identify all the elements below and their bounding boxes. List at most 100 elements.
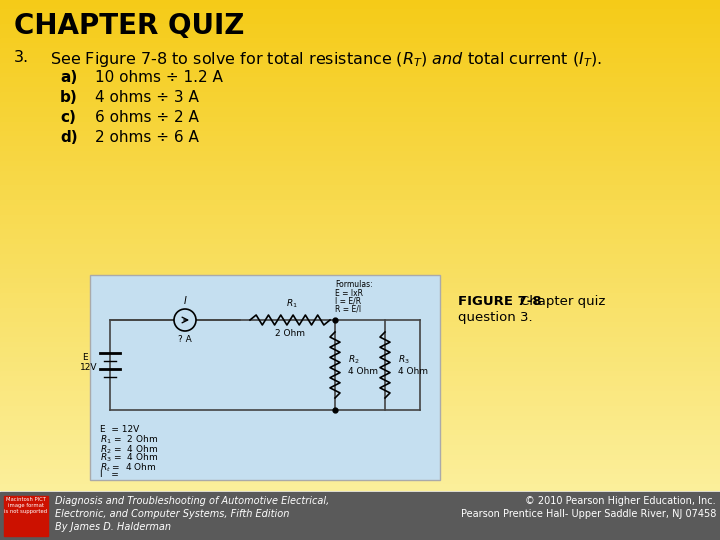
Bar [0, 445, 720, 451]
Bar [0, 102, 720, 108]
Bar [4, 496, 48, 536]
Bar [0, 43, 720, 49]
Bar [0, 156, 720, 161]
Bar [0, 9, 720, 15]
Bar [0, 249, 720, 255]
Text: ? A: ? A [178, 335, 192, 344]
Text: 2 ohms ÷ 6 A: 2 ohms ÷ 6 A [95, 130, 199, 145]
Bar [0, 239, 720, 245]
Bar [0, 308, 720, 314]
Bar [0, 288, 720, 294]
Text: 4 Ohm: 4 Ohm [398, 368, 428, 376]
Bar [0, 136, 720, 142]
Bar [0, 112, 720, 118]
Bar [0, 126, 720, 132]
Bar [0, 322, 720, 328]
Text: 4 Ohm: 4 Ohm [348, 368, 378, 376]
Bar [0, 38, 720, 44]
Bar [0, 421, 720, 426]
Text: FIGURE 7-8: FIGURE 7-8 [458, 295, 541, 308]
Text: $R_3$: $R_3$ [398, 354, 410, 366]
Bar [0, 406, 720, 411]
Text: I   =: I = [100, 470, 119, 479]
Bar [0, 268, 720, 274]
Bar [0, 327, 720, 333]
Bar [0, 283, 720, 289]
Bar [0, 166, 720, 172]
Bar [0, 68, 720, 73]
Bar [0, 391, 720, 397]
Bar [0, 460, 720, 465]
Text: c): c) [60, 110, 76, 125]
Bar [0, 176, 720, 181]
Text: 12V: 12V [80, 363, 97, 373]
Bar [0, 234, 720, 240]
Bar [0, 205, 720, 211]
Text: © 2010 Pearson Higher Education, Inc.
Pearson Prentice Hall- Upper Saddle River,: © 2010 Pearson Higher Education, Inc. Pe… [461, 496, 716, 519]
Bar [0, 342, 720, 348]
Bar [0, 332, 720, 338]
Text: $R_t$ =  4 Ohm: $R_t$ = 4 Ohm [100, 461, 156, 474]
Bar [0, 195, 720, 201]
Text: $R_1$: $R_1$ [286, 298, 298, 310]
Text: See Figure 7-8 to solve for total resistance ($R_T$) $\it{and}$ total current ($: See Figure 7-8 to solve for total resist… [50, 50, 602, 69]
Bar [0, 200, 720, 206]
Text: 10 ohms ÷ 1.2 A: 10 ohms ÷ 1.2 A [95, 70, 223, 85]
Bar [0, 210, 720, 215]
Text: Chapter quiz: Chapter quiz [520, 295, 606, 308]
Bar [0, 151, 720, 157]
Bar [0, 161, 720, 167]
Bar [0, 415, 720, 421]
Text: question 3.: question 3. [458, 311, 533, 324]
Text: I = E/R: I = E/R [335, 297, 361, 306]
Bar [0, 0, 720, 5]
Text: Formulas:: Formulas: [335, 280, 373, 289]
Bar [0, 29, 720, 35]
Text: $R_1$ =  2 Ohm: $R_1$ = 2 Ohm [100, 434, 158, 447]
Bar [0, 273, 720, 279]
Text: 6 ohms ÷ 2 A: 6 ohms ÷ 2 A [95, 110, 199, 125]
Bar [0, 440, 720, 446]
Bar [0, 362, 720, 368]
Bar [0, 72, 720, 78]
Bar [0, 396, 720, 402]
Text: is not supported: is not supported [4, 509, 48, 514]
Bar [0, 244, 720, 250]
Bar [0, 450, 720, 456]
Bar [0, 190, 720, 196]
Bar [0, 479, 720, 485]
Text: a): a) [60, 70, 77, 85]
Bar [0, 455, 720, 461]
Bar [0, 264, 720, 269]
Bar [0, 87, 720, 93]
Bar [0, 107, 720, 113]
Bar [0, 492, 720, 540]
Bar [0, 97, 720, 103]
Text: 3.: 3. [14, 50, 29, 65]
Bar [0, 357, 720, 362]
Bar [0, 82, 720, 88]
Bar [0, 58, 720, 64]
Bar [0, 171, 720, 177]
Text: $R_2$ =  4 Ohm: $R_2$ = 4 Ohm [100, 443, 158, 456]
Bar [90, 275, 440, 480]
Bar [0, 117, 720, 123]
Bar [0, 318, 720, 323]
Text: $R_2$: $R_2$ [348, 354, 360, 366]
Bar [0, 347, 720, 353]
Bar [0, 474, 720, 480]
Text: image format: image format [8, 503, 44, 508]
Text: Macintosh PICT: Macintosh PICT [6, 497, 46, 502]
Bar [0, 464, 720, 470]
Text: 2 Ohm: 2 Ohm [275, 329, 305, 338]
Bar [0, 376, 720, 382]
Bar [0, 4, 720, 10]
Text: b): b) [60, 90, 78, 105]
Bar [0, 146, 720, 152]
Bar [0, 185, 720, 191]
Bar [0, 18, 720, 24]
Text: R = E/I: R = E/I [335, 305, 361, 314]
Bar [0, 372, 720, 377]
Bar [0, 298, 720, 304]
Text: E: E [82, 353, 88, 361]
